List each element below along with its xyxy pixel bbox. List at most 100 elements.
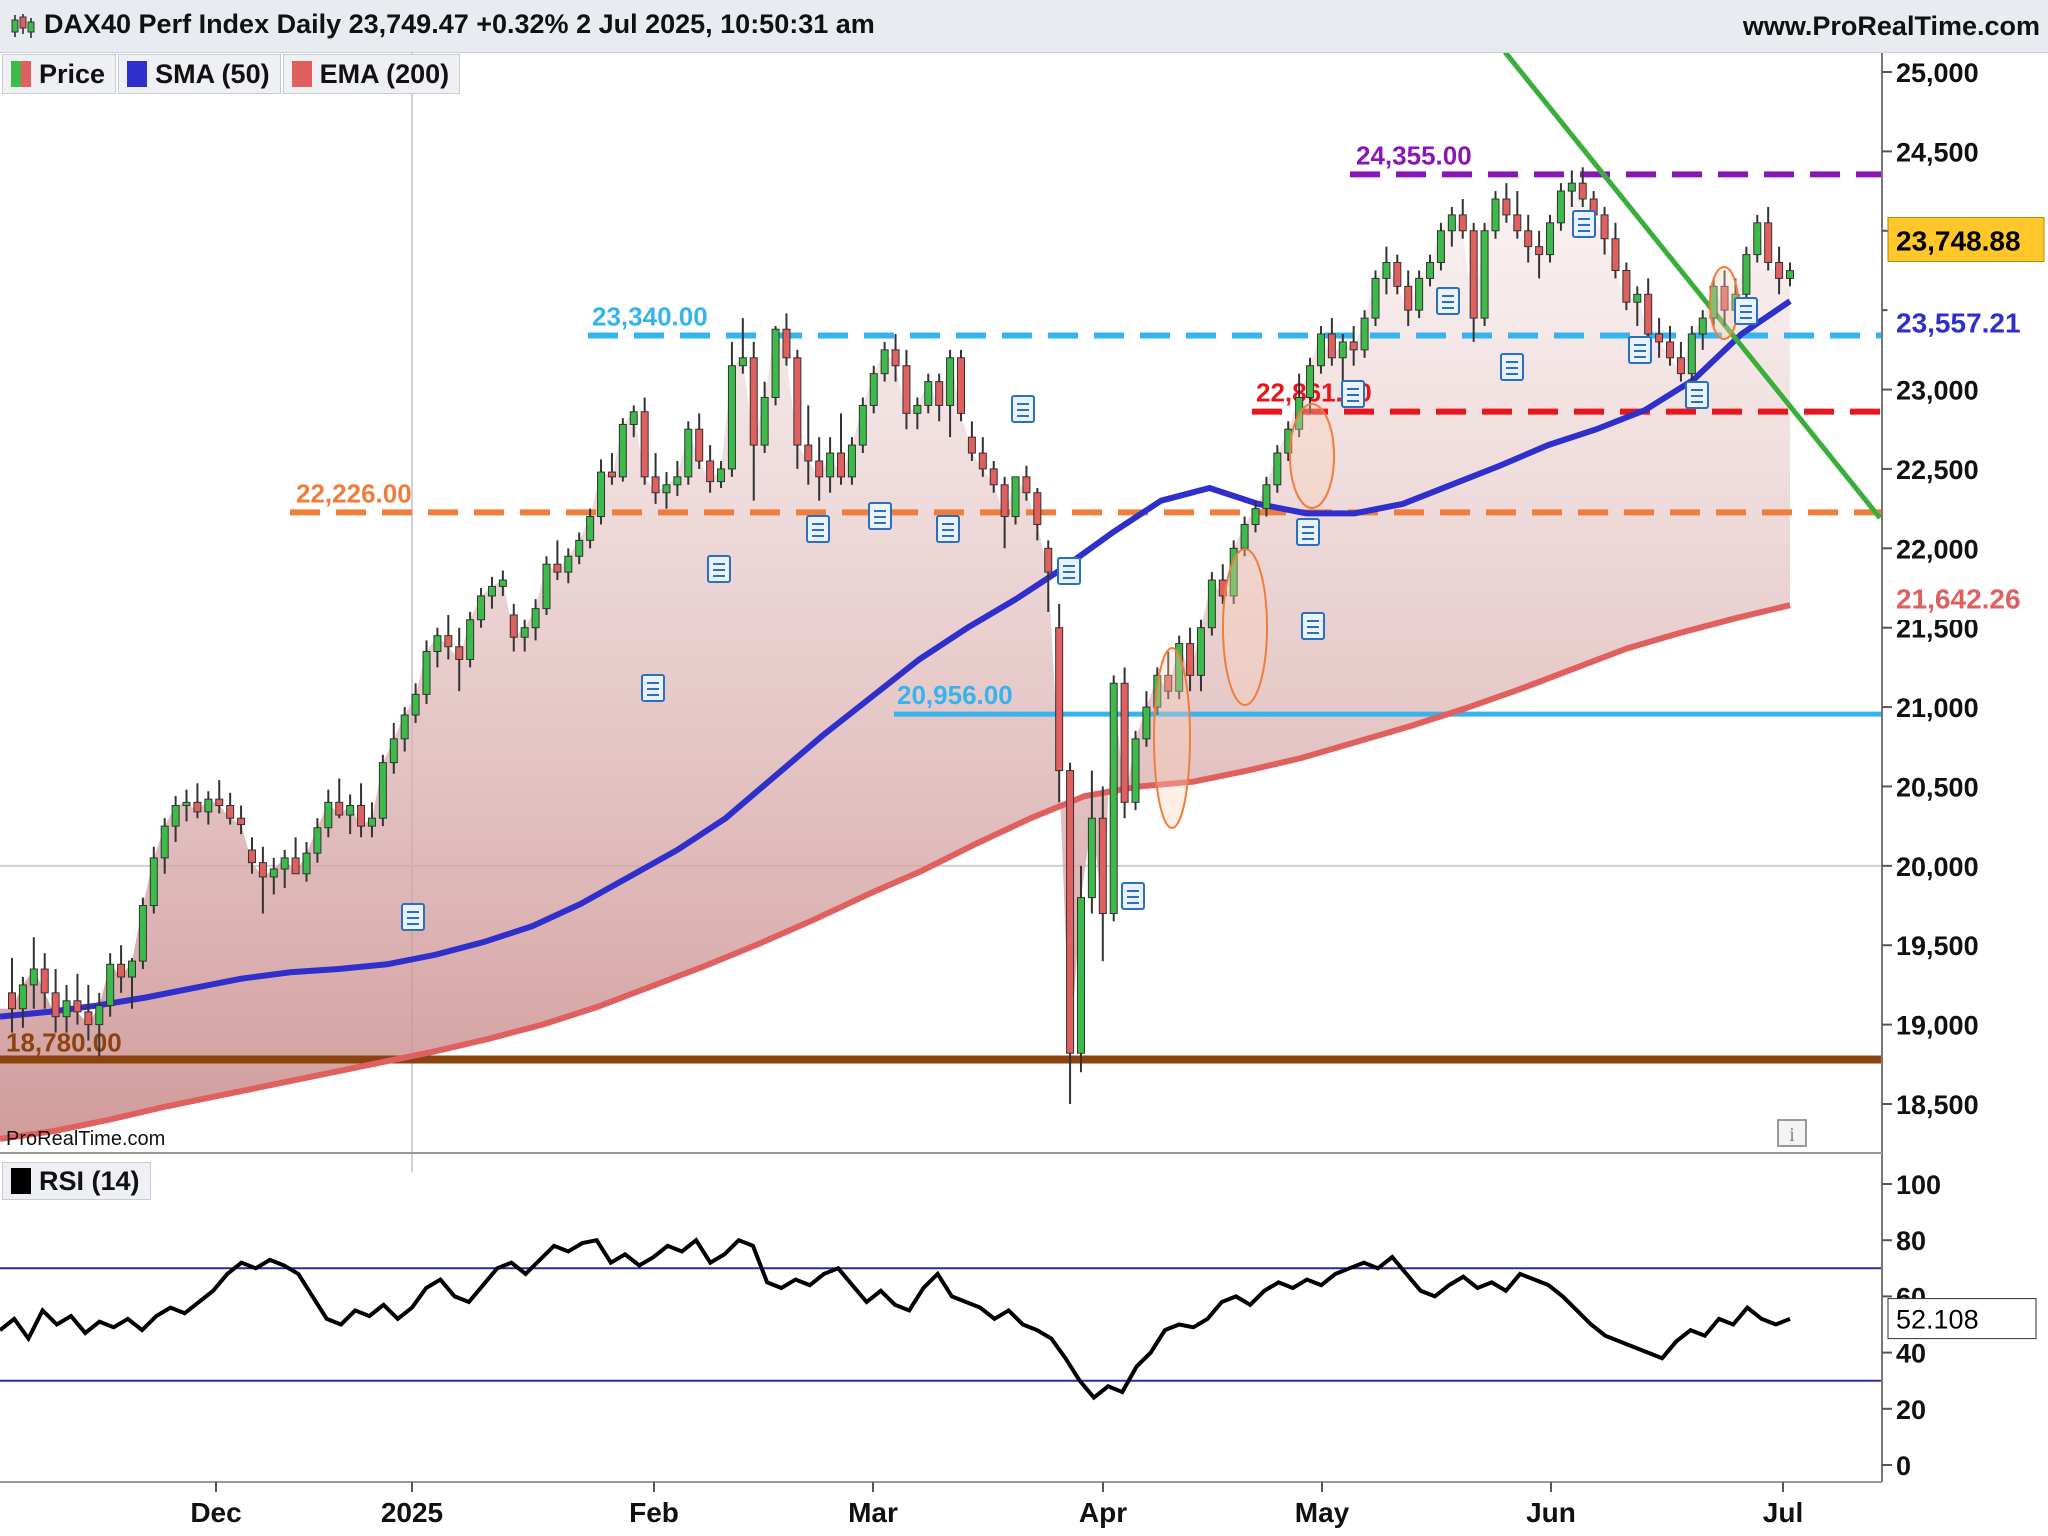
candle-body	[226, 805, 235, 819]
candle-body	[1786, 270, 1794, 279]
news-marker-icon	[1011, 395, 1035, 423]
candle-body	[815, 460, 824, 478]
candle	[1742, 246, 1751, 303]
candle-body	[967, 436, 976, 454]
candle-body	[1655, 333, 1664, 343]
candle-body	[1011, 476, 1020, 518]
candle	[498, 570, 507, 596]
candle	[717, 460, 726, 488]
candle-body	[1447, 214, 1456, 232]
candle	[1622, 262, 1631, 311]
legend-sma[interactable]: SMA (50)	[118, 54, 281, 94]
candle	[738, 318, 747, 374]
candle-body	[313, 827, 322, 854]
candle	[389, 722, 398, 774]
candle	[1666, 326, 1675, 366]
candle	[444, 614, 453, 660]
candle-body	[858, 404, 867, 446]
ema-value-badge-bg	[1887, 575, 2045, 621]
candle	[1513, 191, 1522, 239]
axis-layer: 18,50019,00019,50020,00020,50021,00021,5…	[0, 52, 2045, 1528]
news-marker-icon	[1572, 210, 1596, 238]
candle-body	[1076, 897, 1085, 1054]
candle	[346, 794, 355, 835]
candle	[640, 397, 649, 485]
candle-body	[575, 539, 584, 557]
candle-body	[389, 738, 398, 764]
candle-body	[378, 762, 387, 819]
candle-body	[880, 349, 889, 375]
candle	[193, 783, 202, 819]
candle	[160, 818, 169, 874]
candle	[1393, 254, 1402, 295]
rsi-plot-bg	[0, 1172, 1882, 1482]
candle	[618, 418, 627, 482]
candle-body	[466, 619, 475, 660]
candle	[913, 397, 922, 430]
candle-body	[891, 349, 900, 367]
highlight-ellipse	[1153, 647, 1191, 829]
candle-body	[629, 411, 638, 425]
candle	[891, 333, 900, 382]
candle	[1066, 762, 1075, 1104]
legend-ema-label: EMA (200)	[319, 58, 450, 89]
candle	[411, 683, 420, 723]
candle-body	[1578, 182, 1587, 200]
legend-price[interactable]: Price	[2, 54, 117, 94]
candle	[586, 508, 595, 549]
candle	[509, 603, 518, 652]
candle-body	[1567, 182, 1576, 192]
news-marker-icon	[1341, 380, 1365, 408]
candle-body	[237, 817, 246, 826]
candle	[1382, 246, 1391, 295]
candle-body	[1415, 277, 1424, 311]
legend-ema[interactable]: EMA (200)	[282, 54, 461, 94]
x-tick-label: Feb	[629, 1497, 679, 1528]
candle	[771, 326, 780, 406]
candle-body	[782, 328, 791, 359]
candle	[651, 453, 660, 504]
candle-body	[804, 444, 813, 462]
candle	[1273, 445, 1282, 493]
candle	[564, 548, 573, 584]
candle-body	[1611, 238, 1620, 271]
candle-body	[1360, 317, 1369, 351]
y-tick-label: 20,000	[1896, 852, 1979, 882]
news-marker-icon	[1500, 353, 1524, 381]
candle-body	[531, 608, 540, 629]
candle	[1491, 191, 1500, 239]
legend-rsi-label: RSI (14)	[39, 1165, 140, 1196]
candle-body	[1426, 262, 1435, 279]
candle-body	[487, 585, 496, 597]
candle-body	[651, 476, 660, 494]
candle-body	[640, 411, 649, 478]
news-marker-icon	[806, 515, 830, 543]
candle	[1578, 167, 1587, 207]
candle-body	[1436, 230, 1445, 264]
candle	[749, 341, 758, 501]
candle	[1775, 246, 1784, 295]
candle-body	[117, 963, 126, 978]
candle	[1611, 222, 1620, 279]
candle	[1469, 222, 1478, 342]
candle-body	[1666, 341, 1675, 359]
candle	[1633, 286, 1642, 327]
candle-body	[902, 365, 911, 414]
candle-body	[138, 905, 147, 962]
candle-body	[597, 471, 606, 518]
rsi-value-badge-bg	[1887, 1298, 2037, 1340]
y-tick-label: 25,000	[1896, 58, 1979, 88]
candle-body	[695, 428, 704, 462]
news-marker-icon	[1436, 287, 1460, 315]
candle	[73, 973, 82, 1025]
candle	[607, 453, 616, 485]
price-swatch-icon	[11, 61, 31, 87]
candle-body	[978, 452, 987, 470]
legend-rsi[interactable]: RSI (14)	[2, 1162, 151, 1200]
news-marker-icon	[1301, 612, 1325, 640]
candle-body	[542, 563, 551, 610]
candle	[1196, 619, 1205, 692]
candle	[1076, 865, 1085, 1073]
candle-body	[618, 423, 627, 478]
candle-body	[607, 471, 616, 478]
